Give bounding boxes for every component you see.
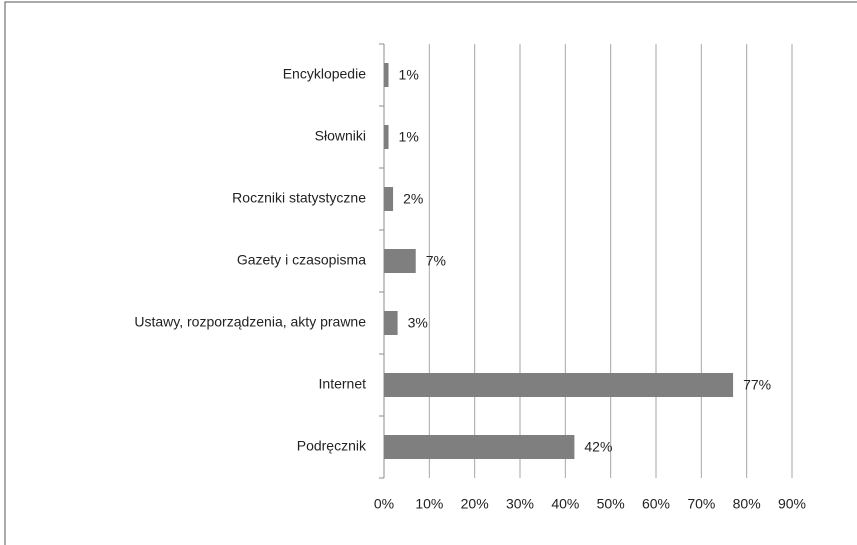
value-label: 7% bbox=[426, 253, 446, 269]
x-tick-label: 30% bbox=[506, 496, 534, 512]
value-label: 42% bbox=[584, 439, 612, 455]
value-label: 1% bbox=[399, 129, 419, 145]
y-tick-label: Roczniki statystyczne bbox=[232, 190, 366, 206]
x-tick-label: 10% bbox=[415, 496, 443, 512]
y-tick-label: Internet bbox=[319, 376, 367, 392]
bar bbox=[384, 187, 394, 211]
x-tick-label: 0% bbox=[374, 496, 394, 512]
bar bbox=[384, 125, 389, 149]
x-tick-label: 20% bbox=[461, 496, 489, 512]
y-tick-label: Podręcznik bbox=[297, 438, 367, 454]
chart-frame bbox=[4, 1, 857, 545]
bar bbox=[384, 63, 389, 87]
bar bbox=[384, 311, 398, 335]
y-tick-label: Słowniki bbox=[315, 128, 366, 144]
x-tick-label: 50% bbox=[597, 496, 625, 512]
x-tick-label: 90% bbox=[778, 496, 806, 512]
value-label: 2% bbox=[403, 191, 423, 207]
y-tick-label: Ustawy, rozporządzenia, akty prawne bbox=[134, 314, 366, 330]
x-tick-label: 40% bbox=[551, 496, 579, 512]
value-label: 3% bbox=[408, 315, 428, 331]
x-tick-label: 80% bbox=[733, 496, 761, 512]
y-tick-label: Gazety i czasopisma bbox=[237, 252, 366, 268]
bar bbox=[384, 373, 734, 397]
x-tick-label: 70% bbox=[687, 496, 715, 512]
y-tick-label: Encyklopedie bbox=[283, 66, 366, 82]
bar bbox=[384, 249, 416, 273]
value-label: 1% bbox=[399, 67, 419, 83]
value-label: 77% bbox=[743, 377, 771, 393]
x-tick-label: 60% bbox=[642, 496, 670, 512]
bar bbox=[384, 435, 575, 459]
